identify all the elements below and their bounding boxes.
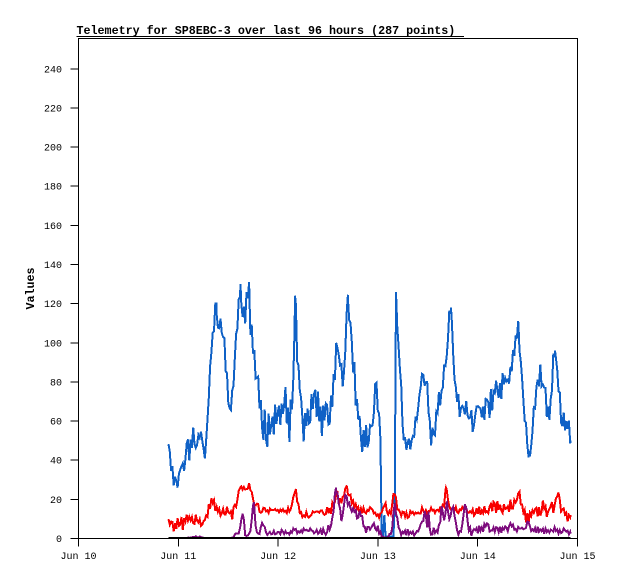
svg-text:220: 220 xyxy=(44,104,62,115)
svg-text:Jun 11: Jun 11 xyxy=(160,552,196,563)
svg-text:Jun 14: Jun 14 xyxy=(460,552,496,563)
svg-text:60: 60 xyxy=(50,418,62,429)
svg-text:80: 80 xyxy=(50,378,62,389)
svg-text:40: 40 xyxy=(50,457,62,468)
svg-text:Values: Values xyxy=(24,267,38,309)
svg-text:180: 180 xyxy=(44,183,62,194)
svg-text:140: 140 xyxy=(44,261,62,272)
svg-text:200: 200 xyxy=(44,144,62,155)
svg-text:Jun 12: Jun 12 xyxy=(260,552,296,563)
svg-text:20: 20 xyxy=(50,496,62,507)
svg-text:Jun 15: Jun 15 xyxy=(559,552,595,563)
svg-text:Jun 10: Jun 10 xyxy=(60,552,96,563)
svg-text:0: 0 xyxy=(56,535,62,546)
svg-text:240: 240 xyxy=(44,65,62,76)
svg-text:100: 100 xyxy=(44,339,62,350)
svg-text:160: 160 xyxy=(44,222,62,233)
svg-text:120: 120 xyxy=(44,300,62,311)
svg-text:Telemetry for SP8EBC-3 over la: Telemetry for SP8EBC-3 over last 96 hour… xyxy=(77,24,456,38)
svg-text:Jun 13: Jun 13 xyxy=(360,552,396,563)
